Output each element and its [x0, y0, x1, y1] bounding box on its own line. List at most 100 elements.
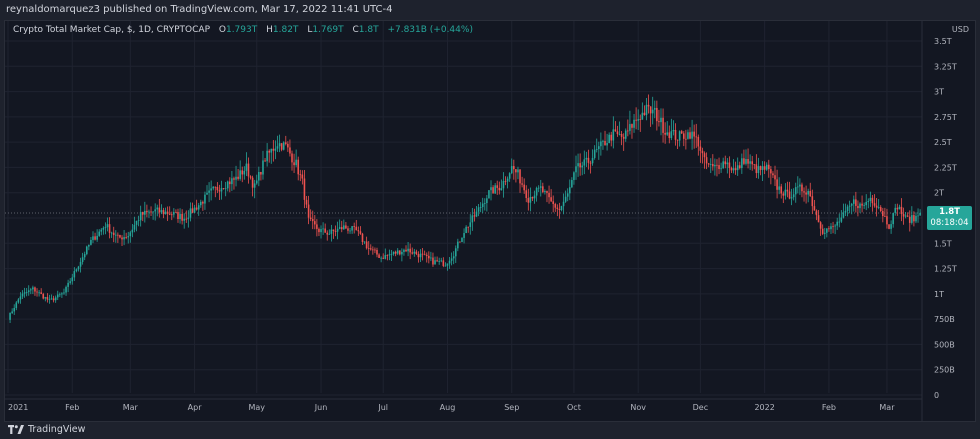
- candle-body: [685, 138, 687, 140]
- candle-body: [635, 119, 637, 121]
- candle-body: [461, 237, 463, 243]
- candle-body: [469, 222, 472, 227]
- candle-body: [587, 157, 590, 163]
- tradingview-logo[interactable]: TradingView: [8, 424, 85, 435]
- candle-body: [71, 277, 74, 282]
- candle-body: [465, 226, 467, 234]
- x-tick-label: Sep: [504, 403, 519, 412]
- candle-body: [430, 257, 432, 259]
- candle-body: [622, 136, 625, 139]
- candle-body: [54, 297, 57, 301]
- candle-body: [722, 161, 724, 169]
- candle-body: [913, 215, 915, 222]
- x-tick-label: 2021: [8, 403, 28, 412]
- candle-body: [222, 188, 225, 189]
- candle-body: [519, 169, 521, 184]
- candle-body: [479, 207, 482, 208]
- candle-body: [59, 294, 61, 296]
- candle-body: [137, 220, 140, 222]
- candle-body: [289, 147, 291, 154]
- candle-body: [641, 112, 644, 120]
- candle-body: [653, 107, 656, 110]
- candle-body: [720, 168, 722, 170]
- candle-body: [647, 104, 650, 107]
- candle-body: [421, 253, 424, 255]
- candle-body: [392, 251, 395, 255]
- candle-body: [278, 143, 281, 147]
- symbol-legend[interactable]: Crypto Total Market Cap, $, 1D, CRYPTOCA…: [13, 25, 473, 35]
- candle-body: [13, 308, 16, 312]
- publisher-line: reynaldomarquez3 published on TradingVie…: [6, 4, 393, 15]
- candle-body: [780, 186, 783, 194]
- candle-body: [819, 222, 822, 229]
- price-chart[interactable]: 0250B500B750B1T1.25T1.5T1.75T2T2.25T2.5T…: [5, 21, 975, 421]
- candle-body: [158, 207, 161, 213]
- x-tick-label: Feb: [65, 403, 79, 412]
- candle-body: [533, 195, 536, 199]
- candle-body: [790, 197, 793, 199]
- candle-body: [249, 176, 252, 178]
- candles: [9, 94, 921, 323]
- candle-body: [67, 282, 69, 287]
- close-value: 1.8T: [358, 25, 379, 35]
- candle-body: [237, 176, 239, 179]
- candle-body: [573, 172, 575, 181]
- candle-body: [784, 189, 787, 196]
- candle-body: [320, 229, 322, 233]
- candle-body: [314, 221, 316, 225]
- candle-body: [210, 188, 212, 191]
- candle-body: [117, 234, 119, 236]
- candle-body: [886, 216, 888, 225]
- candle-body: [589, 162, 592, 164]
- candle-body: [799, 184, 801, 187]
- candle-body: [566, 193, 569, 197]
- candle-body: [888, 224, 890, 229]
- candle-body: [38, 292, 40, 294]
- candle-body: [119, 234, 121, 238]
- candle-body: [660, 117, 662, 123]
- candle-body: [579, 163, 581, 168]
- candle-body: [208, 190, 210, 193]
- candle-body: [855, 199, 857, 206]
- candle-body: [282, 142, 285, 150]
- candle-body: [40, 292, 42, 294]
- candle-body: [9, 312, 11, 320]
- candle-body: [732, 168, 735, 171]
- candle-body: [494, 185, 496, 194]
- currency-label[interactable]: USD: [951, 25, 969, 34]
- candle-body: [224, 188, 227, 190]
- candle-body: [442, 260, 445, 266]
- candle-body: [823, 232, 826, 234]
- candle-body: [606, 143, 608, 146]
- chart-panel[interactable]: 0250B500B750B1T1.25T1.5T1.75T2T2.25T2.5T…: [4, 20, 976, 422]
- candle-body: [898, 206, 901, 210]
- candle-body: [550, 197, 552, 202]
- candle-body: [428, 255, 430, 259]
- candle-body: [703, 153, 706, 158]
- candle-body: [556, 207, 559, 209]
- candle-body: [904, 215, 907, 217]
- candle-body: [46, 297, 49, 300]
- candle-body: [761, 166, 764, 170]
- candle-body: [475, 211, 478, 217]
- candle-body: [662, 117, 664, 133]
- candle-body: [202, 201, 204, 204]
- candle-body: [363, 241, 366, 243]
- price-axis: 0250B500B750B1T1.25T1.5T1.75T2T2.25T2.5T…: [921, 21, 957, 421]
- candle-body: [676, 139, 679, 141]
- candle-body: [193, 207, 196, 213]
- candle-body: [388, 254, 391, 256]
- candle-body: [826, 228, 828, 233]
- candle-body: [838, 221, 841, 223]
- candle-body: [396, 250, 399, 254]
- candle-body: [183, 218, 186, 221]
- candle-body: [266, 150, 268, 162]
- candle-body: [502, 181, 505, 189]
- candle-body: [714, 164, 716, 167]
- candle-body: [510, 166, 513, 174]
- candle-body: [884, 216, 886, 217]
- candle-body: [745, 159, 747, 164]
- candle-body: [340, 227, 343, 230]
- candle-body: [212, 186, 215, 189]
- candle-body: [782, 193, 785, 196]
